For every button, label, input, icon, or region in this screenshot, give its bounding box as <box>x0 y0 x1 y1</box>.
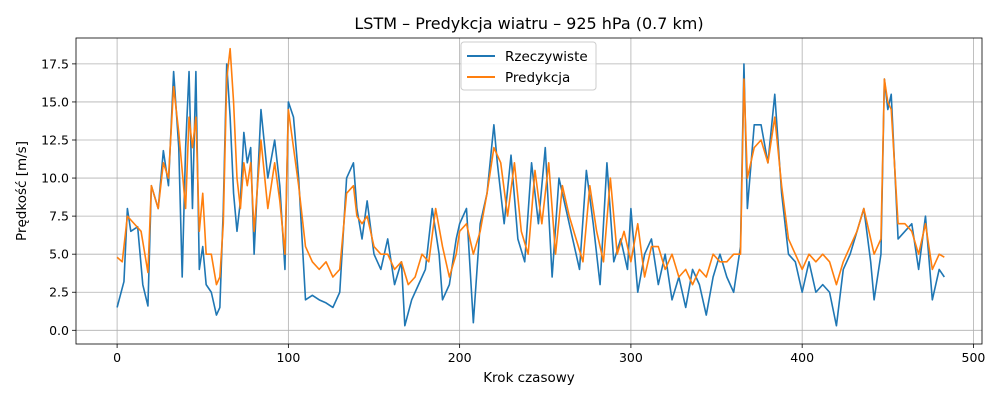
series-line-predykcja <box>116 47 945 286</box>
x-tick-label: 300 <box>619 350 643 365</box>
x-tick-label: 0 <box>113 350 121 365</box>
x-tick-label: 400 <box>790 350 814 365</box>
x-axis-label: Krok czasowy <box>483 370 575 386</box>
chart-title: LSTM – Predykcja wiatru – 925 hPa (0.7 k… <box>354 14 703 33</box>
y-axis-label: Prędkość [m/s] <box>14 141 30 241</box>
legend: Rzeczywiste Predykcja <box>460 41 597 91</box>
y-tick-label: 12.5 <box>41 133 69 148</box>
y-tick-label: 0.0 <box>49 323 69 338</box>
y-tick-label: 2.5 <box>49 285 69 300</box>
legend-label-predykcja: Predykcja <box>505 70 570 86</box>
x-tick-label: 500 <box>962 350 986 365</box>
y-tick-label: 17.5 <box>41 56 69 71</box>
y-tick-label: 7.5 <box>49 209 69 224</box>
legend-label-rzeczywiste: Rzeczywiste <box>505 49 588 65</box>
y-tick-label: 5.0 <box>49 247 69 262</box>
x-tick-label: 100 <box>276 350 300 365</box>
plot-frame <box>75 37 983 345</box>
x-tick-label: 200 <box>448 350 472 365</box>
y-tick-label: 15.0 <box>41 94 69 109</box>
series-group <box>116 47 945 327</box>
axis-ticks: 0 100 200 300 400 500 0.0 2.5 5.0 7.5 10.0 12.5 15.0… <box>41 56 985 365</box>
plot-area <box>116 47 945 327</box>
y-tick-label: 10.0 <box>41 171 69 186</box>
